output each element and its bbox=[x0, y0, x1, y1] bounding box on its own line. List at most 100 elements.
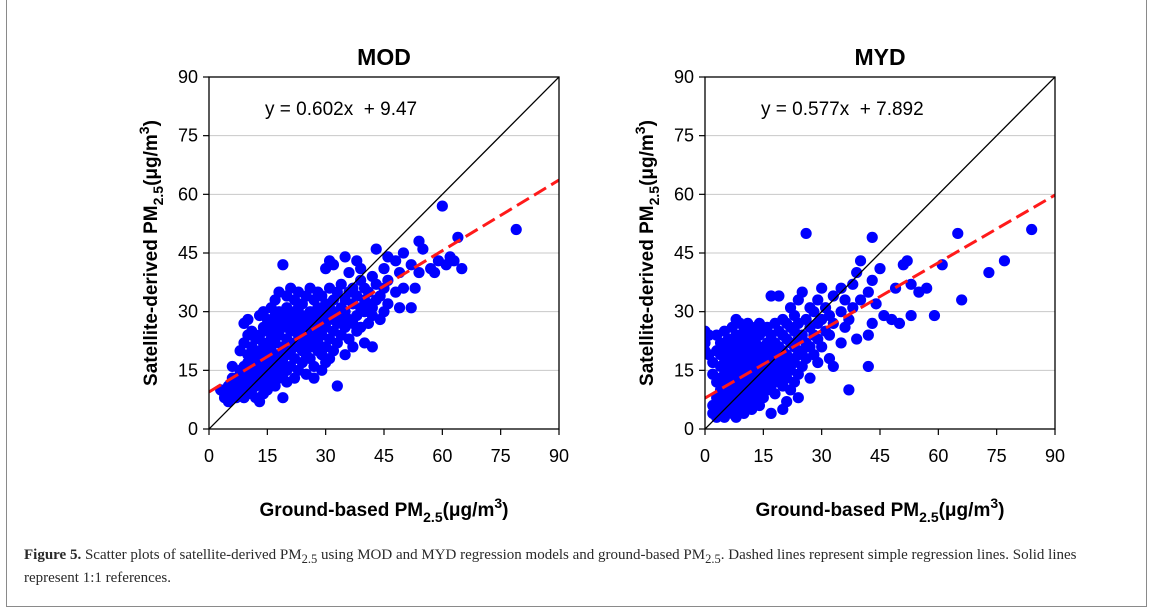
plot-data-layer bbox=[705, 77, 1055, 429]
data-point bbox=[804, 372, 816, 384]
data-point bbox=[893, 317, 906, 329]
y-tick-label: 45 bbox=[178, 243, 198, 263]
x-axis-label: Ground-based PM2.5(μg/m3) bbox=[260, 495, 509, 525]
data-point bbox=[405, 302, 417, 314]
x-tick-label: 75 bbox=[491, 446, 511, 466]
data-point bbox=[827, 290, 839, 302]
data-point bbox=[866, 274, 878, 286]
data-point bbox=[823, 329, 836, 341]
y-axis-label: Satellite-derived PM2.5(μg/m3) bbox=[632, 120, 662, 386]
data-point bbox=[448, 255, 460, 267]
y-tick-label: 75 bbox=[178, 126, 198, 146]
x-tick-label: 0 bbox=[700, 446, 710, 466]
data-point bbox=[870, 298, 882, 310]
data-point bbox=[851, 266, 863, 279]
data-point bbox=[847, 302, 859, 314]
data-point bbox=[905, 278, 917, 290]
figure-frame bbox=[6, 0, 1147, 607]
data-point bbox=[835, 282, 847, 294]
x-tick-label: 15 bbox=[753, 446, 773, 466]
y-tick-label: 90 bbox=[178, 67, 198, 87]
data-point bbox=[862, 360, 874, 373]
y-tick-label: 30 bbox=[178, 302, 198, 322]
x-tick-label: 15 bbox=[257, 446, 277, 466]
data-point bbox=[816, 282, 828, 294]
y-axis-label: Satellite-derived PM2.5(μg/m3) bbox=[136, 120, 166, 386]
data-point bbox=[339, 251, 351, 263]
plot-data-layer bbox=[209, 77, 559, 429]
x-tick-label: 75 bbox=[987, 446, 1007, 466]
data-point bbox=[851, 333, 863, 345]
y-tick-label: 75 bbox=[674, 126, 694, 146]
data-point bbox=[812, 294, 824, 306]
data-point bbox=[769, 388, 781, 400]
data-point bbox=[827, 360, 839, 373]
reference-line-1-1 bbox=[705, 77, 1055, 429]
data-point bbox=[277, 392, 289, 404]
data-point bbox=[854, 294, 867, 306]
data-point bbox=[874, 263, 886, 275]
y-tick-label: 90 bbox=[674, 67, 694, 87]
x-tick-label: 30 bbox=[316, 446, 336, 466]
data-point bbox=[796, 286, 808, 298]
data-point bbox=[816, 341, 828, 353]
data-point bbox=[417, 243, 429, 255]
data-point bbox=[242, 313, 254, 326]
reference-line-1-1 bbox=[209, 77, 559, 429]
data-point bbox=[921, 282, 933, 294]
data-point bbox=[847, 278, 859, 290]
data-point bbox=[835, 306, 847, 318]
data-point bbox=[862, 329, 874, 341]
data-point bbox=[862, 286, 874, 298]
x-tick-label: 30 bbox=[812, 446, 832, 466]
data-point bbox=[866, 317, 878, 329]
data-point bbox=[781, 396, 793, 408]
data-point bbox=[327, 259, 340, 271]
y-tick-label: 15 bbox=[674, 360, 694, 380]
data-point bbox=[773, 290, 785, 302]
data-point bbox=[839, 294, 851, 306]
x-tick-label: 0 bbox=[204, 446, 214, 466]
data-point bbox=[382, 298, 394, 310]
data-point bbox=[998, 255, 1011, 267]
data-point bbox=[343, 266, 355, 279]
data-point bbox=[277, 259, 289, 271]
data-point bbox=[378, 263, 390, 275]
data-point bbox=[765, 290, 777, 302]
y-tick-label: 0 bbox=[188, 419, 198, 439]
x-tick-label: 60 bbox=[928, 446, 948, 466]
data-point bbox=[808, 306, 820, 318]
data-point bbox=[393, 302, 406, 314]
data-point bbox=[308, 372, 320, 384]
regression-equation: y = 0.577x + 7.892 bbox=[761, 99, 924, 120]
data-point bbox=[366, 341, 378, 353]
figure-caption: Figure 5. Scatter plots of satellite-der… bbox=[24, 546, 1124, 588]
data-point bbox=[405, 259, 417, 271]
data-point bbox=[983, 266, 995, 279]
data-point bbox=[765, 407, 777, 419]
data-point bbox=[866, 231, 878, 243]
data-point bbox=[397, 282, 410, 294]
data-point bbox=[936, 259, 948, 271]
data-point bbox=[456, 263, 468, 275]
regression-equation: y = 0.602x + 9.47 bbox=[265, 99, 417, 120]
y-tick-label: 0 bbox=[684, 419, 694, 439]
regression-line bbox=[209, 178, 559, 394]
data-point bbox=[347, 341, 359, 353]
regression-line bbox=[705, 193, 1055, 400]
x-tick-label: 60 bbox=[432, 446, 452, 466]
data-point bbox=[409, 282, 421, 294]
x-tick-label: 45 bbox=[870, 446, 890, 466]
data-point bbox=[901, 255, 913, 267]
chart-mod: 0 15 30 45 60 75 90 0 15 30 45 60 75 90 MOD y = 0.602x … bbox=[136, 44, 569, 525]
y-tick-label: 45 bbox=[674, 243, 694, 263]
data-point bbox=[370, 243, 382, 255]
data-point bbox=[331, 380, 343, 392]
data-point bbox=[390, 255, 402, 267]
caption-text: Scatter plots of satellite-derived PM2.5… bbox=[24, 547, 1077, 586]
data-point bbox=[436, 200, 448, 212]
x-axis-label: Ground-based PM2.5(μg/m3) bbox=[756, 495, 1005, 525]
data-point bbox=[397, 247, 410, 259]
data-point bbox=[952, 227, 964, 240]
data-point bbox=[413, 266, 425, 279]
